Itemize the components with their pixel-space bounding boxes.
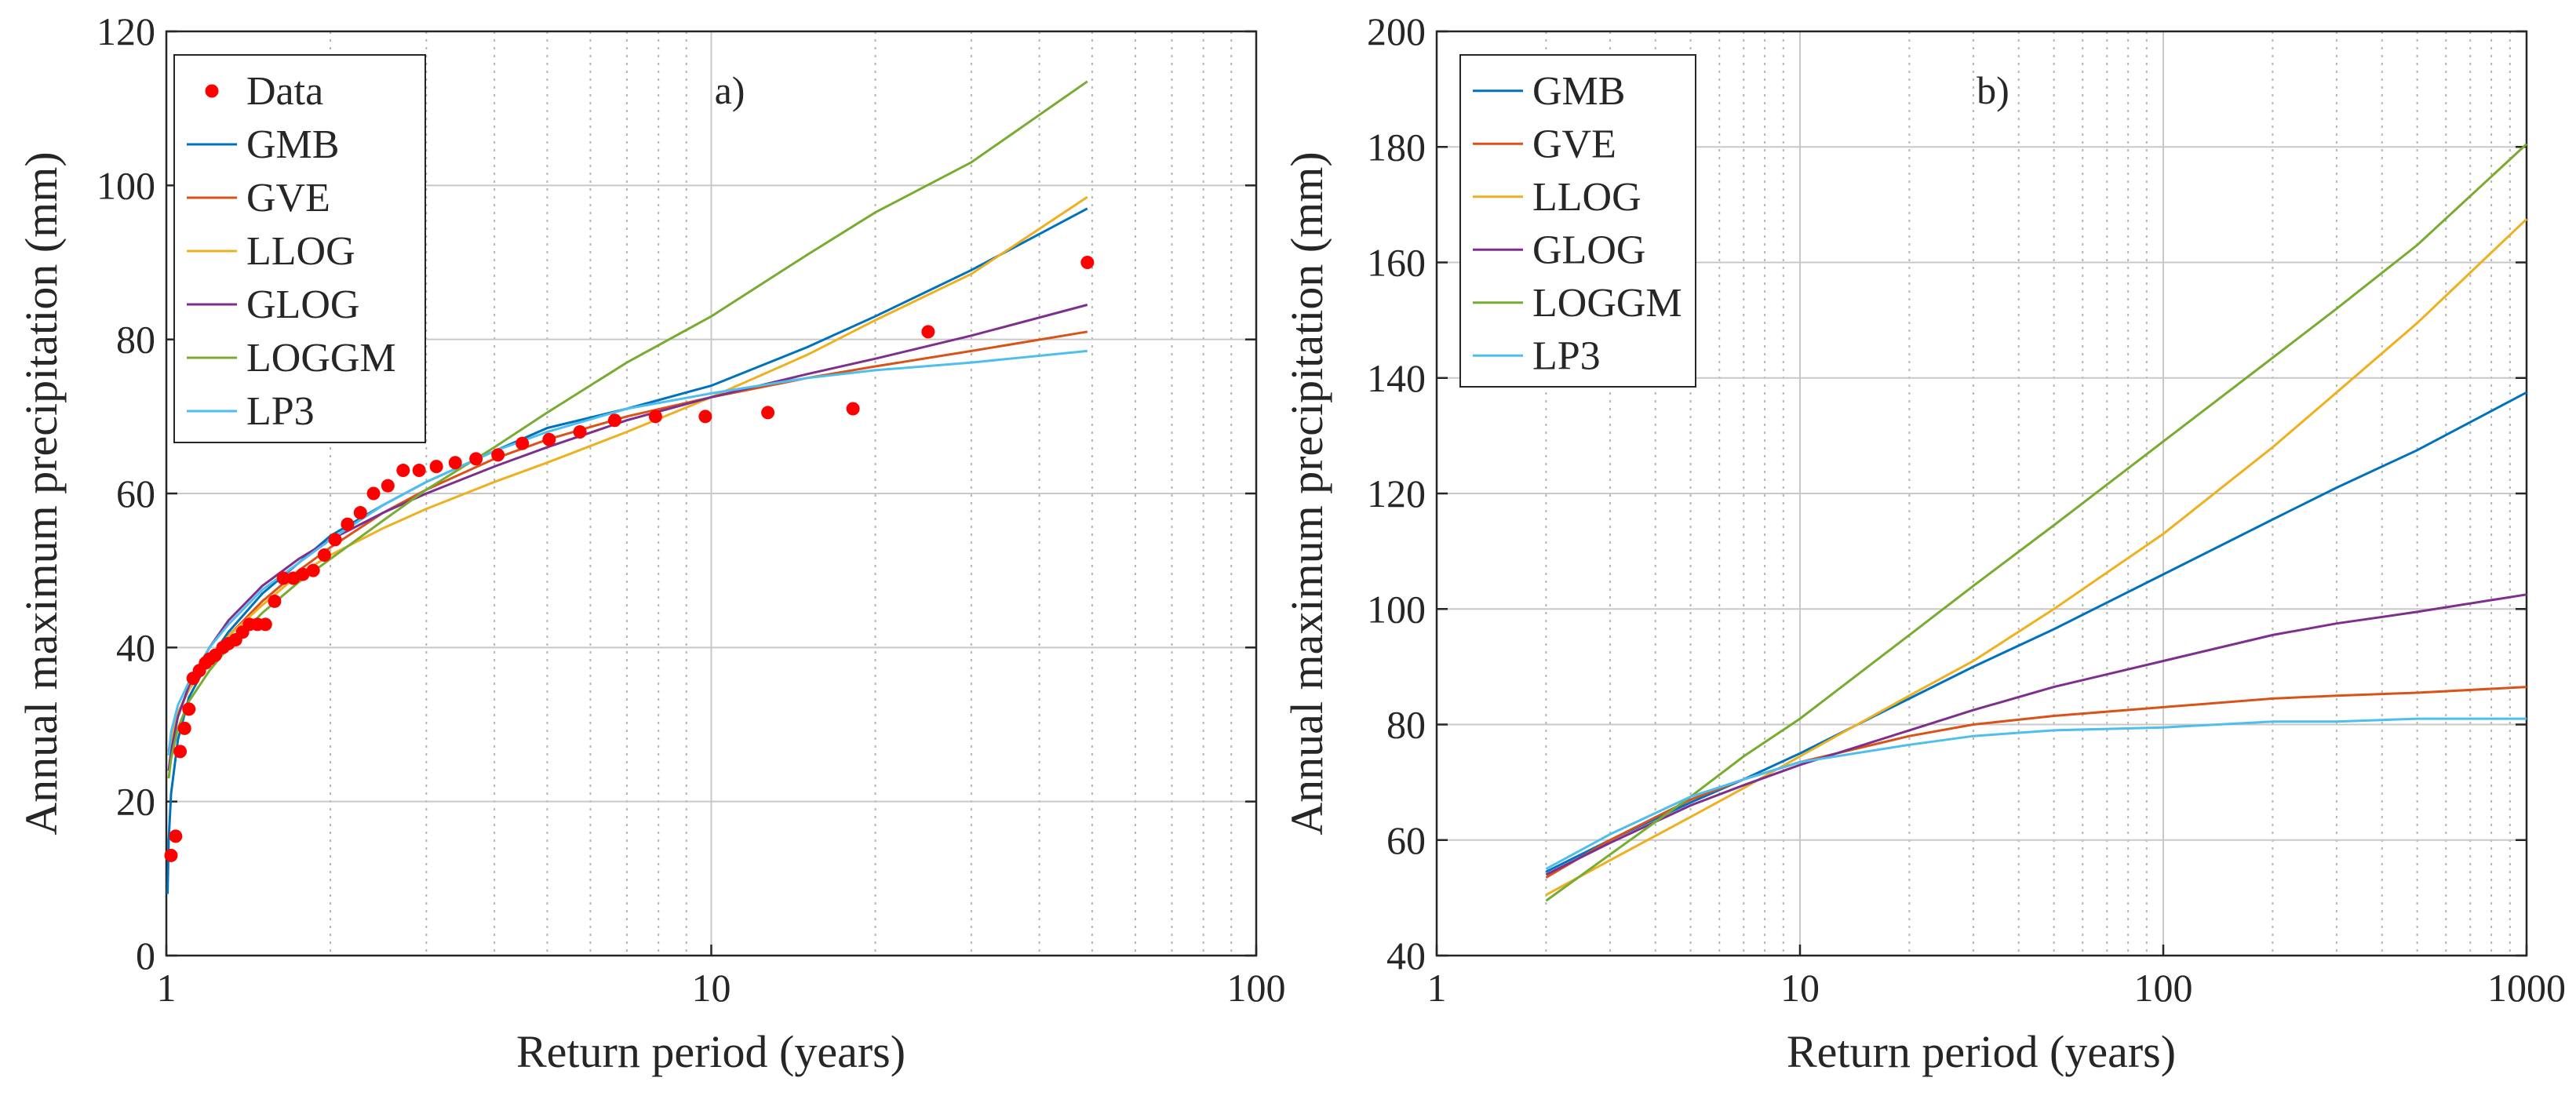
data-point <box>258 617 272 632</box>
x-tick-label: 100 <box>2134 966 2193 1010</box>
data-point <box>491 448 505 462</box>
legend-label-llog: LLOG <box>1532 175 1641 220</box>
data-point <box>448 456 462 470</box>
legend-a: Data GMB GVE LLOG GLOG LOGGM LP3 <box>173 54 426 443</box>
data-point <box>296 567 310 581</box>
x-tick-label: 10 <box>692 966 731 1010</box>
legend-label-gve: GVE <box>1532 122 1616 166</box>
x-tick-label: 100 <box>1227 966 1286 1010</box>
legend-label-lp3: LP3 <box>1532 333 1601 378</box>
data-point <box>429 460 443 474</box>
series-line-loggm <box>167 80 1088 779</box>
legend-b: GMB GVE LLOG GLOG LOGGM LP3 <box>1459 54 1696 388</box>
y-tick-label: 180 <box>1367 125 1426 169</box>
data-point <box>607 413 621 428</box>
series-line-llog <box>1545 218 2528 897</box>
series-line-gve <box>1545 686 2527 879</box>
data-point <box>353 506 367 520</box>
legend-label-gve: GVE <box>246 176 330 220</box>
y-tick-label: 160 <box>1367 241 1426 285</box>
legend-label-glog: GLOG <box>246 282 359 327</box>
legend-label-gmb: GMB <box>1532 69 1625 114</box>
series-line-llog <box>167 195 1088 756</box>
y-tick-label: 120 <box>97 9 155 53</box>
legend-label-gmb: GMB <box>246 122 339 167</box>
data-point <box>573 424 587 439</box>
x-axis-label-a: Return period (years) <box>516 1026 905 1077</box>
data-point <box>469 452 483 466</box>
data-point <box>169 829 183 843</box>
data-point <box>173 745 188 759</box>
y-tick-labels-b: 40 60 80 100 120 140 160 180 200 <box>1367 9 2527 978</box>
data-point <box>396 464 410 478</box>
data-point <box>341 517 355 531</box>
data-point <box>177 721 191 735</box>
x-tick-labels-a: 1 10 100 <box>157 945 1286 1010</box>
series-line-glog <box>167 304 1088 771</box>
legend-label-loggm: LOGGM <box>246 336 396 381</box>
legend-box <box>173 54 426 443</box>
x-tick-label: 1000 <box>2487 966 2566 1010</box>
series-line-lp3 <box>1545 717 2527 870</box>
data-point <box>1080 256 1095 269</box>
y-axis-label-b: Annual maximum precipitation (mm) <box>1281 151 1332 835</box>
x-axis-label-b: Return period (years) <box>1787 1026 2176 1077</box>
legend-label-data: Data <box>246 69 323 114</box>
x-tick-label: 1 <box>1427 966 1447 1010</box>
legend-label-llog: LLOG <box>246 229 355 274</box>
panel-label-a: a) <box>715 68 745 112</box>
y-axis-label-a: Annual maximum precipitation (mm) <box>16 151 67 835</box>
data-point <box>516 436 530 450</box>
data-point <box>366 486 381 501</box>
y-tick-label: 120 <box>1367 472 1426 515</box>
legend-marker-data <box>205 84 219 98</box>
y-tick-label: 20 <box>116 780 155 824</box>
data-point <box>542 432 556 446</box>
y-tick-label: 200 <box>1367 9 1426 53</box>
data-point <box>846 402 860 416</box>
y-tick-label: 80 <box>1386 703 1426 747</box>
panel-label-b: b) <box>1977 68 2009 112</box>
y-tick-labels-a: 0 20 40 60 80 100 120 <box>97 9 1256 978</box>
data-point <box>761 406 775 420</box>
data-point <box>328 533 342 547</box>
legend-label-lp3: LP3 <box>246 389 315 434</box>
data-point <box>164 848 178 862</box>
data-point <box>182 702 196 716</box>
data-point <box>276 571 290 585</box>
data-point <box>317 548 331 563</box>
y-tick-label: 140 <box>1367 356 1426 400</box>
y-tick-label: 40 <box>116 625 155 669</box>
legend-label-glog: GLOG <box>1532 228 1645 272</box>
data-point <box>412 464 426 478</box>
legend-box <box>1459 54 1696 388</box>
data-point <box>698 410 712 424</box>
y-tick-label: 0 <box>136 934 155 978</box>
y-tick-label: 80 <box>116 318 155 362</box>
y-tick-label: 60 <box>1386 818 1426 862</box>
data-point <box>381 479 395 493</box>
series-line-glog <box>1545 593 2527 876</box>
y-tick-label: 100 <box>97 163 155 207</box>
y-tick-label: 40 <box>1386 934 1426 978</box>
data-point <box>648 410 662 424</box>
data-point <box>921 325 935 339</box>
legend-label-loggm: LOGGM <box>1532 281 1682 326</box>
x-tick-label: 1 <box>157 966 177 1010</box>
data-point <box>268 594 282 608</box>
data-points-a <box>164 256 1095 862</box>
series-line-gmb <box>1545 391 2527 873</box>
y-tick-label: 60 <box>116 472 155 515</box>
x-tick-labels-b: 1 10 100 1000 <box>1427 945 2566 1010</box>
series-lines-b <box>1545 143 2528 902</box>
y-tick-label: 100 <box>1367 587 1426 631</box>
x-tick-label: 10 <box>1780 966 1820 1010</box>
data-point <box>306 563 320 577</box>
chart-panel-b: 40 60 80 100 120 140 160 180 200 1 10 100 1000 b) G… <box>1281 9 2566 1077</box>
